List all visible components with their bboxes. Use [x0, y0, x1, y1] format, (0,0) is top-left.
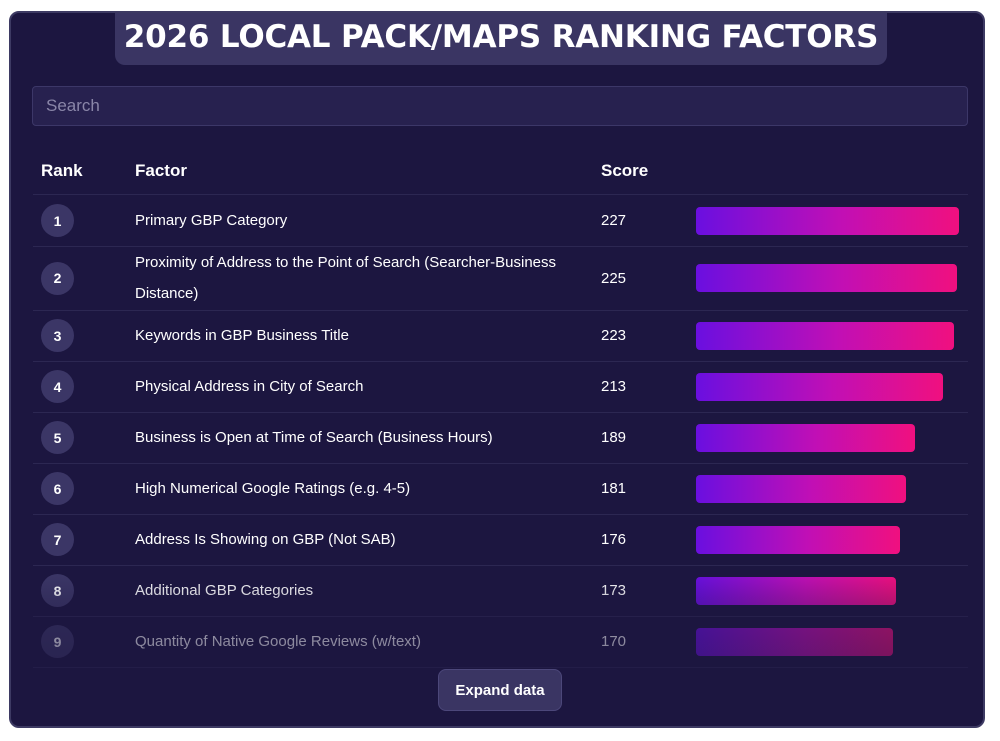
- score-bar-track: [696, 627, 966, 656]
- factor-name: High Numerical Google Ratings (e.g. 4-5): [135, 480, 411, 497]
- score-value: 170: [601, 633, 627, 650]
- table-row: 4 Physical Address in City of Search 213: [33, 362, 968, 413]
- score-bar: [696, 423, 915, 452]
- rank-badge: 6: [41, 472, 74, 505]
- table-row: 2 Proximity of Address to the Point of Se…: [33, 247, 968, 311]
- score-value: 173: [601, 582, 627, 599]
- factor-name: Proximity of Address to the Point of Sea…: [135, 254, 557, 302]
- score-bar-track: [696, 525, 966, 554]
- table-row: 1 Primary GBP Category 227: [33, 196, 968, 247]
- table-row: 7 Address Is Showing on GBP (Not SAB) 176: [33, 515, 968, 566]
- score-bar-track: [696, 576, 966, 605]
- score-value: 223: [601, 327, 627, 344]
- table-row: 5 Business is Open at Time of Search (Bus…: [33, 413, 968, 464]
- rank-badge: 1: [41, 204, 74, 237]
- score-value: 181: [601, 480, 627, 497]
- header-score[interactable]: Score: [601, 161, 649, 180]
- rank-badge: 4: [41, 370, 74, 403]
- page-title: 2026 LOCAL PACK/MAPS RANKING FACTORS: [123, 19, 879, 55]
- table-row: 8 Additional GBP Categories 173: [33, 566, 968, 617]
- expand-data-button[interactable]: Expand data: [438, 669, 562, 711]
- score-bar: [696, 525, 900, 554]
- rank-badge: 2: [41, 261, 74, 295]
- factor-name: Physical Address in City of Search: [135, 378, 364, 395]
- score-value: 189: [601, 429, 627, 446]
- table-row: 9 Quantity of Native Google Reviews (w/te…: [33, 617, 968, 668]
- table-row: 3 Keywords in GBP Business Title 223: [33, 311, 968, 362]
- title-banner: 2026 LOCAL PACK/MAPS RANKING FACTORS: [115, 13, 887, 65]
- score-value: 213: [601, 378, 627, 395]
- score-bar-track: [696, 321, 966, 350]
- factor-name: Business is Open at Time of Search (Busi…: [135, 429, 493, 446]
- score-bar: [696, 321, 954, 350]
- rank-badge: 7: [41, 523, 74, 556]
- score-value: 176: [601, 531, 627, 548]
- factor-name: Primary GBP Category: [135, 212, 288, 229]
- score-bar: [696, 474, 906, 503]
- score-bar-track: [696, 423, 966, 452]
- header-rank[interactable]: Rank: [41, 161, 83, 180]
- score-bar: [696, 627, 893, 656]
- table-body: 1 Primary GBP Category 227 2 Proximity of Ad…: [33, 196, 968, 668]
- search-input[interactable]: [32, 86, 968, 126]
- header-factor[interactable]: Factor: [135, 161, 187, 180]
- factor-name: Keywords in GBP Business Title: [135, 327, 349, 344]
- score-bar: [696, 576, 896, 605]
- score-value: 227: [601, 212, 627, 229]
- factor-name: Address Is Showing on GBP (Not SAB): [135, 531, 396, 548]
- score-bar-track: [696, 474, 966, 503]
- score-bar-track: [696, 206, 966, 235]
- table-header: Rank Factor Score: [33, 147, 968, 195]
- score-bar-track: [696, 264, 966, 292]
- score-value: 225: [601, 269, 627, 287]
- rank-badge: 8: [41, 574, 74, 607]
- score-bar-track: [696, 372, 966, 401]
- score-bar: [696, 206, 959, 235]
- rank-badge: 3: [41, 319, 74, 352]
- ranking-factors-panel: 2026 LOCAL PACK/MAPS RANKING FACTORS Ran…: [9, 11, 985, 728]
- table-row: 6 High Numerical Google Ratings (e.g. 4-5…: [33, 464, 968, 515]
- factor-name: Quantity of Native Google Reviews (w/tex…: [135, 633, 421, 650]
- rank-badge: 9: [41, 625, 74, 658]
- score-bar: [696, 264, 957, 292]
- factor-name: Additional GBP Categories: [135, 582, 314, 599]
- rank-badge: 5: [41, 421, 74, 454]
- score-bar: [696, 372, 943, 401]
